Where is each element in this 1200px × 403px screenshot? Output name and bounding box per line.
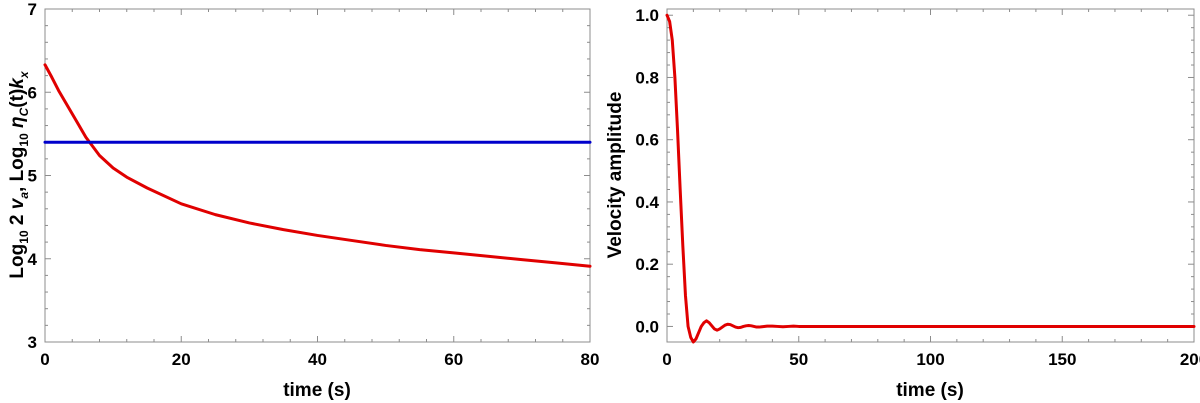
y-tick-label: 1.0 [635, 6, 659, 25]
y-tick-label: 5 [28, 167, 37, 186]
ylabel-v: v [7, 197, 28, 209]
x-tick-label: 60 [444, 350, 463, 369]
ylabel-t: (t) [7, 89, 28, 108]
y-tick-label: 0.4 [635, 193, 659, 212]
right-y-axis-title: Velocity amplitude [605, 92, 626, 259]
x-tick-label: 0 [40, 350, 49, 369]
x-tick-label: 80 [581, 350, 600, 369]
ylabel-k: k [7, 77, 28, 89]
x-tick-label: 200 [1180, 350, 1200, 369]
y-tick-label: 0.6 [635, 131, 659, 150]
right-chart: 0501001502000.00.20.40.60.81.0 time (s) … [605, 6, 1200, 401]
left-ticks [44, 8, 591, 343]
right-tick-labels: 0 50 100 150 200 0.0 0.2 0.4 0.6 0.8 1.0 [635, 6, 1200, 369]
ylabel-sub-2: 10 [17, 133, 31, 147]
left-y-axis-title: Log10 2 va, Log10 ηC(t)kx [7, 70, 31, 278]
left-x-axis-title: time (s) [283, 380, 351, 401]
y-tick-label: 0.0 [635, 317, 659, 336]
x-tick-label: 100 [916, 350, 944, 369]
x-tick-label: 150 [1048, 350, 1076, 369]
ylabel-sub-1: 10 [17, 230, 31, 244]
right-series-line-0 [665, 13, 1196, 344]
y-tick-label: 7 [28, 0, 37, 19]
ylabel-eta-sub: C [17, 107, 31, 116]
right-plot-frame [666, 8, 1195, 343]
x-tick-label: 20 [172, 350, 191, 369]
left-series [43, 63, 592, 268]
x-tick-label: 0 [662, 350, 671, 369]
right-ticks [666, 9, 1195, 342]
ylabel-eta: η [7, 116, 28, 133]
y-tick-label: 0.2 [635, 255, 659, 274]
x-tick-label: 50 [789, 350, 808, 369]
y-tick-label: 4 [28, 250, 38, 269]
ylabel-k-sub: x [17, 70, 31, 79]
y-tick-label: 3 [28, 333, 37, 352]
y-tick-label: 0.8 [635, 68, 659, 87]
left-tick-labels: 0 20 40 60 80 3 4 5 6 7 [28, 0, 600, 369]
x-tick-label: 40 [308, 350, 327, 369]
right-series [665, 13, 1196, 344]
y-tick-label: 6 [28, 83, 37, 102]
right-x-axis-title: time (s) [896, 380, 964, 401]
ylabel-log-2: , Log [7, 147, 28, 192]
ylabel-log-1: Log [7, 244, 28, 279]
left-series-line-0 [43, 63, 592, 268]
ylabel-two: 2 [7, 209, 28, 230]
ylabel-v-sub: a [17, 192, 31, 199]
